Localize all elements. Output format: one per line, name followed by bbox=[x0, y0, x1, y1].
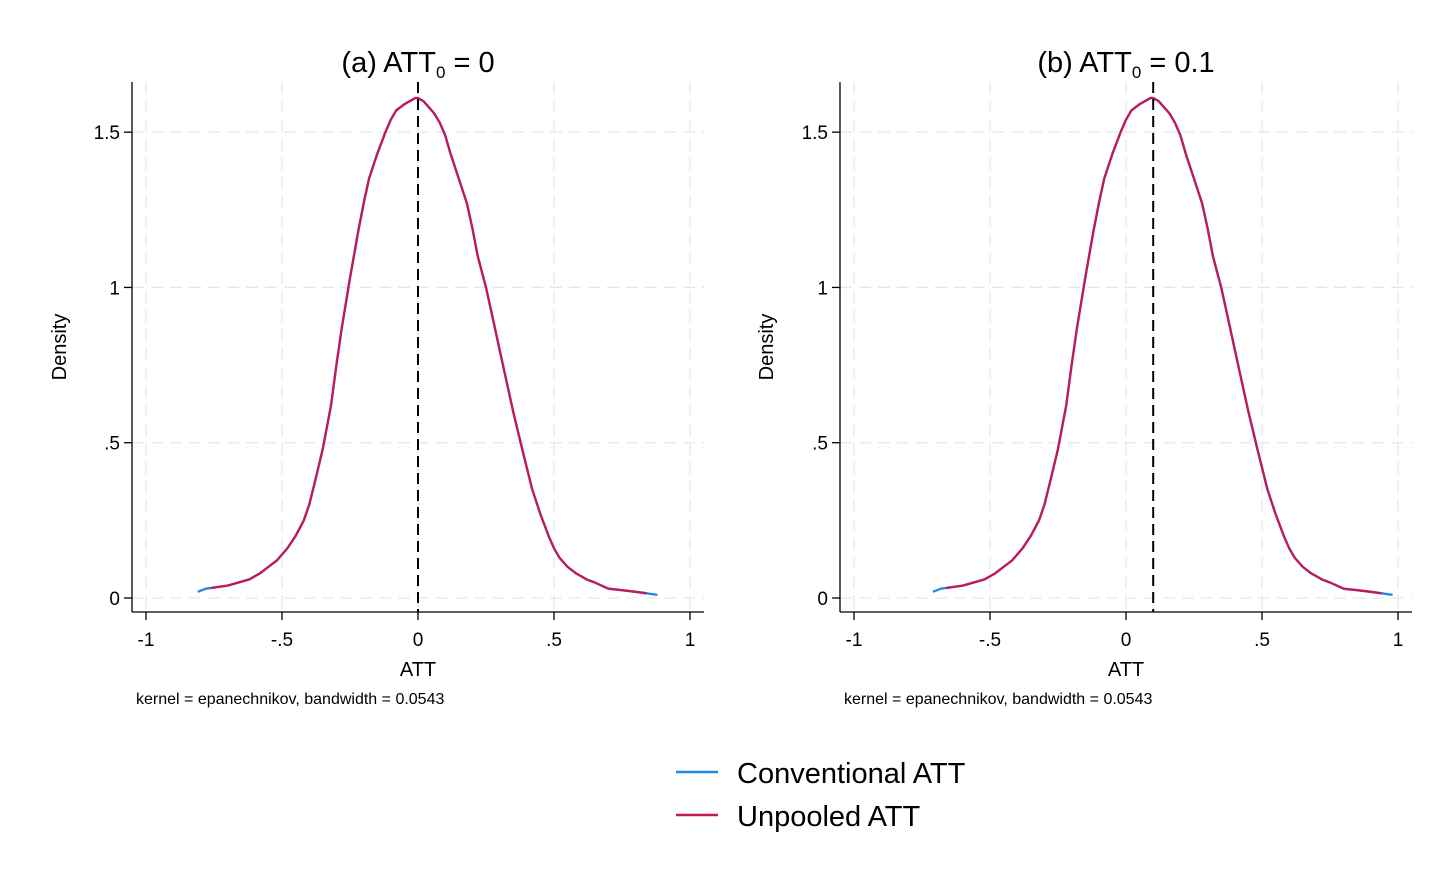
panel-b-x-tick-label: 1 bbox=[1393, 630, 1404, 651]
legend-label-conventional: Conventional ATT bbox=[737, 758, 966, 790]
panel-b-x-tick-label: -.5 bbox=[979, 630, 1001, 651]
panel-a-y-tick-label: 0 bbox=[109, 589, 120, 610]
panel-a-series-unpooled-line bbox=[211, 96, 647, 595]
panel-b-y-tick-label: 1 bbox=[817, 278, 828, 299]
panel-a-x-tick-label: 0 bbox=[413, 630, 424, 651]
panel-b-y-tick-label: 1.5 bbox=[802, 123, 828, 144]
panel-b-x-tick-label: 0 bbox=[1121, 630, 1132, 651]
panel-b-kernel-note: kernel = epanechnikov, bandwidth = 0.054… bbox=[844, 691, 1152, 708]
panel-b-gridlines bbox=[840, 82, 1412, 612]
panel-b-y-tick-label: .5 bbox=[812, 434, 828, 455]
panel-a-title: (a) ATT0 = 0 bbox=[341, 47, 494, 82]
panel-b-x-tick-label: .5 bbox=[1254, 630, 1270, 651]
panel-b-ticks: -1 -.5 0 .5 1 0 .5 1 1.5 bbox=[802, 123, 1404, 651]
panel-a-x-tick-label: -.5 bbox=[271, 630, 293, 651]
panel-a-y-tick-label: .5 bbox=[104, 434, 120, 455]
panel-a-y-tick-label: 1.5 bbox=[94, 123, 120, 144]
panel-a-y-tick-label: 1 bbox=[109, 278, 120, 299]
panel-a-y-axis-label: Density bbox=[49, 314, 71, 381]
panel-b-series-unpooled-line bbox=[946, 96, 1382, 595]
panel-b-x-axis-label: ATT bbox=[1108, 659, 1144, 681]
panel-a-x-axis-label: ATT bbox=[400, 659, 436, 681]
legend: Conventional ATT Unpooled ATT bbox=[676, 758, 966, 833]
panel-a-x-tick-label: .5 bbox=[546, 630, 562, 651]
panel-a-kernel-note: kernel = epanechnikov, bandwidth = 0.054… bbox=[136, 691, 444, 708]
panel-a-ticks: -1 -.5 0 .5 1 0 .5 1 1.5 bbox=[94, 123, 696, 651]
panel-b-y-tick-label: 0 bbox=[817, 589, 828, 610]
panel-a-series bbox=[197, 82, 658, 612]
panel-b: (b) ATT0 = 0.1 -1 -.5 0 .5 1 0 .5 1 1.5 ATT Dens… bbox=[756, 47, 1412, 708]
panel-a-x-tick-label: 1 bbox=[685, 630, 696, 651]
panel-b-y-axis-label: Density bbox=[756, 314, 778, 381]
panel-b-series bbox=[932, 82, 1393, 612]
legend-label-unpooled: Unpooled ATT bbox=[737, 801, 921, 833]
panel-b-title: (b) ATT0 = 0.1 bbox=[1037, 47, 1214, 82]
panel-a: (a) ATT0 = 0 -1 -.5 0 .5 1 0 .5 1 1.5 ATT Densit… bbox=[49, 47, 704, 708]
panel-b-x-tick-label: -1 bbox=[846, 630, 863, 651]
panel-a-x-tick-label: -1 bbox=[138, 630, 155, 651]
